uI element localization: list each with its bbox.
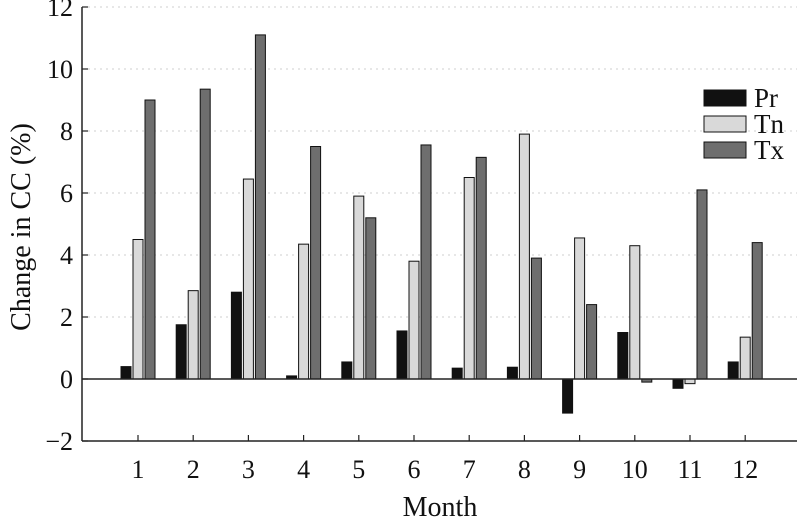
x-tick-label: 1 <box>132 455 145 484</box>
y-tick-label: −2 <box>45 427 73 456</box>
x-tick-label: 5 <box>352 455 365 484</box>
bar-pr-9 <box>562 378 574 414</box>
bar-tn-6 <box>408 260 420 380</box>
bars <box>120 34 763 414</box>
bar-tx-2 <box>199 88 211 380</box>
y-tick-label: 0 <box>60 365 73 394</box>
bar-tn-7 <box>463 177 475 380</box>
bar-tx-5 <box>365 217 377 380</box>
legend-label-pr: Pr <box>754 83 778 113</box>
x-tick-label: 9 <box>573 455 586 484</box>
y-tick-label: 6 <box>60 179 73 208</box>
bar-pr-11 <box>672 378 684 389</box>
y-tick-label: 12 <box>47 0 73 22</box>
bar-pr-8 <box>506 366 518 380</box>
bar-pr-5 <box>341 361 353 380</box>
legend-label-tx: Tx <box>754 135 784 165</box>
bar-tx-7 <box>475 156 487 380</box>
y-tick-label: 10 <box>47 55 73 84</box>
bar-tn-3 <box>242 178 254 380</box>
x-tick-label: 6 <box>408 455 421 484</box>
bar-pr-10 <box>617 332 629 380</box>
bar-tx-9 <box>586 304 598 380</box>
x-tick-label: 8 <box>518 455 531 484</box>
x-tick-label: 12 <box>732 455 758 484</box>
bar-tn-2 <box>187 290 199 380</box>
x-tick-label: 3 <box>242 455 255 484</box>
bar-tx-8 <box>530 257 542 380</box>
bar-tx-6 <box>420 144 432 380</box>
bar-pr-2 <box>175 324 187 380</box>
bar-tx-11 <box>696 189 708 380</box>
axes <box>81 7 797 442</box>
bar-tn-5 <box>353 195 365 380</box>
grid-lines <box>82 6 797 318</box>
bar-tn-12 <box>739 336 751 380</box>
y-tick-label: 2 <box>60 303 73 332</box>
bar-pr-7 <box>451 367 463 380</box>
bar-tx-3 <box>254 34 266 380</box>
legend-swatch-pr <box>703 89 747 107</box>
bar-pr-1 <box>120 366 132 380</box>
bar-tn-4 <box>298 243 310 380</box>
x-tick-label: 4 <box>297 455 310 484</box>
y-tick-label: 8 <box>60 117 73 146</box>
y-ticks: −2 0 2 4 6 8 10 12 <box>45 0 88 456</box>
y-axis-title: Change in CC (%) <box>6 123 37 331</box>
bar-tx-1 <box>144 99 156 380</box>
bar-tn-1 <box>132 239 144 380</box>
bar-tn-9 <box>574 237 586 380</box>
x-ticks: 1 2 3 4 5 6 7 8 9 10 11 12 <box>132 435 758 484</box>
x-axis-title: Month <box>403 492 478 523</box>
x-tick-label: 2 <box>187 455 200 484</box>
x-tick-label: 11 <box>677 455 702 484</box>
bar-pr-3 <box>230 291 242 380</box>
x-tick-label: 7 <box>463 455 476 484</box>
bar-pr-12 <box>727 361 739 380</box>
bar-tx-4 <box>310 146 322 380</box>
y-tick-label: 4 <box>60 241 73 270</box>
x-tick-label: 10 <box>622 455 648 484</box>
legend-label-tn: Tn <box>754 109 784 139</box>
bar-tn-10 <box>629 245 641 380</box>
legend-swatch-tx <box>703 141 747 159</box>
legend-swatch-tn <box>703 115 747 133</box>
bar-tx-12 <box>751 242 763 380</box>
bar-tn-8 <box>518 133 530 380</box>
bar-pr-6 <box>396 330 408 380</box>
